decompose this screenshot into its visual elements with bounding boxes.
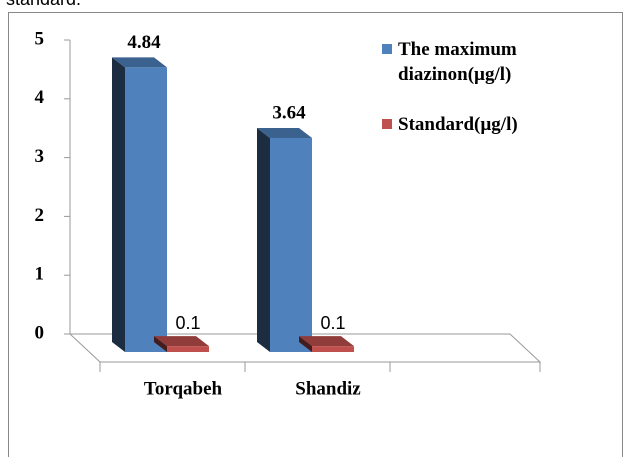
chart-border (8, 12, 623, 457)
bar-side (112, 57, 125, 353)
value-label: 3.64 (272, 102, 306, 123)
value-label: 4.84 (127, 32, 161, 53)
legend-label: The maximum diazinon(µg/l) (398, 39, 517, 85)
legend-label: Standard(µg/l) (398, 114, 518, 135)
bar-top (112, 57, 167, 68)
value-label: 0.1 (320, 313, 345, 333)
y-tick-label: 4 (35, 87, 45, 108)
legend-swatch (382, 44, 392, 54)
y-tick-label: 5 (35, 28, 45, 49)
bar-top (257, 127, 312, 138)
bar-side (299, 336, 312, 352)
value-label: 0.1 (175, 313, 200, 333)
bar-top (299, 336, 354, 347)
x-tick-label: Shandiz (295, 378, 361, 399)
header-text: standard. (6, 0, 81, 9)
y-tick-label: 0 (35, 322, 45, 343)
y-tick-label: 1 (35, 264, 45, 285)
bar (270, 137, 312, 352)
y-tick-label: 3 (35, 146, 45, 167)
bar (312, 346, 354, 352)
x-tick-label: Torqabeh (144, 378, 223, 399)
bar-side (154, 336, 167, 352)
bar (125, 67, 167, 353)
bar (167, 346, 209, 352)
bar-top (154, 336, 209, 347)
y-tick-label: 2 (35, 205, 45, 226)
legend-swatch (382, 119, 392, 129)
bar-side (257, 127, 270, 352)
